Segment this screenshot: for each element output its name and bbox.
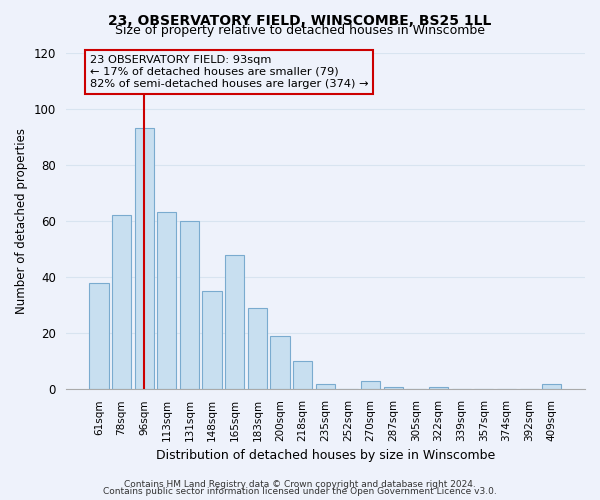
Bar bbox=[316, 384, 335, 390]
Text: Contains HM Land Registry data © Crown copyright and database right 2024.: Contains HM Land Registry data © Crown c… bbox=[124, 480, 476, 489]
Bar bbox=[180, 221, 199, 390]
Text: 23 OBSERVATORY FIELD: 93sqm
← 17% of detached houses are smaller (79)
82% of sem: 23 OBSERVATORY FIELD: 93sqm ← 17% of det… bbox=[90, 56, 368, 88]
Bar bbox=[293, 362, 313, 390]
Text: 23, OBSERVATORY FIELD, WINSCOMBE, BS25 1LL: 23, OBSERVATORY FIELD, WINSCOMBE, BS25 1… bbox=[109, 14, 491, 28]
Bar bbox=[202, 291, 222, 390]
Bar bbox=[271, 336, 290, 390]
Bar bbox=[542, 384, 562, 390]
Bar bbox=[383, 386, 403, 390]
Text: Size of property relative to detached houses in Winscombe: Size of property relative to detached ho… bbox=[115, 24, 485, 37]
Text: Contains public sector information licensed under the Open Government Licence v3: Contains public sector information licen… bbox=[103, 488, 497, 496]
Bar bbox=[112, 216, 131, 390]
Bar bbox=[225, 254, 244, 390]
Bar bbox=[134, 128, 154, 390]
Bar bbox=[429, 386, 448, 390]
X-axis label: Distribution of detached houses by size in Winscombe: Distribution of detached houses by size … bbox=[156, 450, 495, 462]
Y-axis label: Number of detached properties: Number of detached properties bbox=[15, 128, 28, 314]
Bar bbox=[248, 308, 267, 390]
Bar bbox=[89, 282, 109, 390]
Bar bbox=[157, 212, 176, 390]
Bar bbox=[361, 381, 380, 390]
